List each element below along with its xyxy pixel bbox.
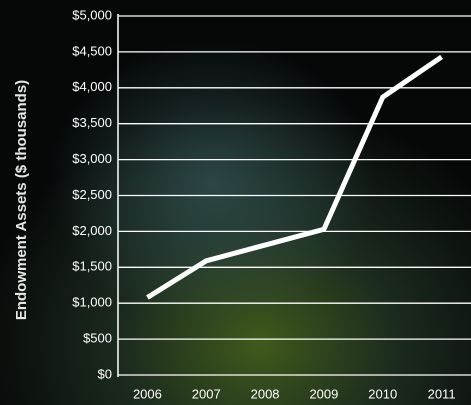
y-tick-label: $3,000	[72, 151, 112, 166]
x-tick-label: 2010	[368, 386, 397, 401]
y-tick-label: $3,500	[72, 115, 112, 130]
y-tick-label: $1,500	[72, 259, 112, 274]
y-axis-title: Endowment Assets ($ thousands)	[13, 80, 30, 320]
x-tick-label: 2006	[133, 386, 162, 401]
x-tick-label: 2008	[251, 386, 280, 401]
y-tick-label: $5,000	[72, 7, 112, 22]
x-tick-label: 2007	[192, 386, 221, 401]
y-tick-label: $500	[83, 331, 112, 346]
x-tick-label: 2009	[309, 386, 338, 401]
y-tick-label: $0	[98, 366, 112, 381]
y-tick-label: $1,000	[72, 295, 112, 310]
y-tick-label: $4,000	[72, 79, 112, 94]
y-tick-label: $4,500	[72, 43, 112, 58]
x-tick-label: 2011	[428, 386, 456, 401]
data-line	[146, 54, 443, 300]
y-tick-label: $2,500	[72, 187, 112, 202]
y-tick-label: $2,000	[72, 223, 112, 238]
